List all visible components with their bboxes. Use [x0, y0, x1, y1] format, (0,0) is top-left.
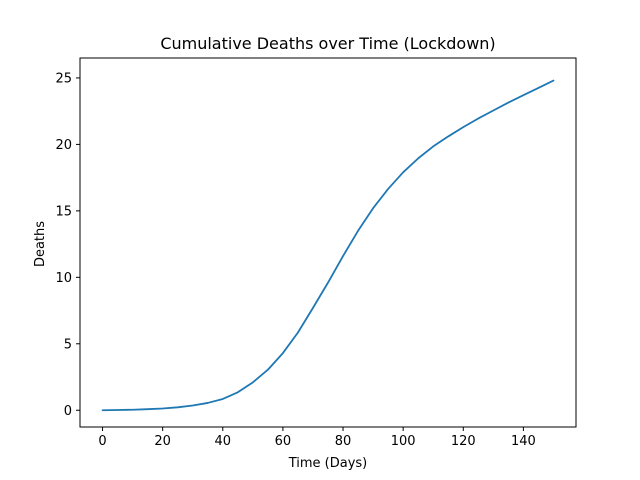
- x-tick-label: 120: [451, 434, 476, 449]
- x-tick-label: 140: [511, 434, 536, 449]
- x-tick-label: 0: [98, 434, 106, 449]
- x-axis-label: Time (Days): [288, 456, 368, 471]
- y-tick-label: 10: [55, 271, 72, 286]
- x-tick-label: 40: [215, 434, 232, 449]
- y-tick-label: 25: [55, 71, 72, 86]
- chart-title: Cumulative Deaths over Time (Lockdown): [160, 34, 495, 53]
- series-line-0: [101, 79, 555, 412]
- x-tick-label: 80: [335, 434, 352, 449]
- plot-area: 0 20 40 60 80 100 120 140 0 5 10 15 20 25: [55, 57, 577, 449]
- y-tick-label: 15: [55, 204, 72, 219]
- x-tick-label: 100: [391, 434, 416, 449]
- x-tick-label: 20: [154, 434, 171, 449]
- y-tick-label: 0: [64, 404, 72, 419]
- axes-frame: [79, 57, 577, 428]
- y-axis-label: Deaths: [33, 221, 48, 267]
- x-tick-label: 60: [275, 434, 292, 449]
- y-tick-label: 20: [55, 138, 72, 153]
- y-tick-label: 5: [64, 337, 72, 352]
